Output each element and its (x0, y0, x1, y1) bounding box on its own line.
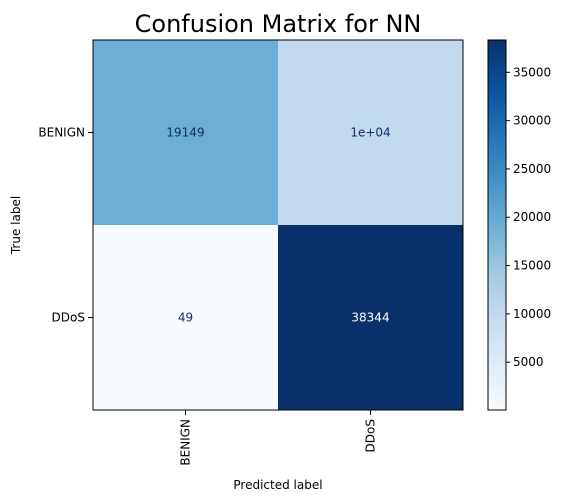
colorbar-tick-label: 10000 (513, 307, 551, 321)
matrix-cell (93, 40, 278, 225)
matrix-cell (278, 225, 463, 410)
colorbar-ticks: 5000 10000 15000 20000 25000 30000 35000 (506, 65, 551, 369)
chart-title: Confusion Matrix for NN (135, 10, 422, 38)
x-tick-label: BENIGN (179, 419, 193, 466)
x-axis-label: Predicted label (233, 478, 322, 492)
colorbar-tick-label: 25000 (513, 162, 551, 176)
matrix-cell (278, 40, 463, 225)
x-tick-label: DDoS (364, 419, 378, 452)
x-axis-ticks: BENIGN DDoS (179, 410, 378, 466)
cell-value-label: 38344 (351, 311, 389, 325)
colorbar-tick-label: 15000 (513, 259, 551, 273)
colorbar-tick-label: 5000 (513, 355, 544, 369)
plot-frame (92, 39, 464, 411)
y-tick-label: BENIGN (38, 126, 85, 140)
cell-value-label: 19149 (166, 126, 204, 140)
cell-labels: 19149 1e+04 49 38344 (166, 126, 390, 325)
y-axis-label: True label (9, 196, 23, 255)
colorbar-tick-label: 20000 (513, 210, 551, 224)
colorbar-tick-label: 35000 (513, 65, 551, 79)
cell-value-label: 1e+04 (350, 126, 390, 140)
y-axis-ticks: BENIGN DDoS (38, 126, 93, 325)
matrix-cell (93, 225, 278, 410)
cell-value-label: 49 (178, 311, 193, 325)
y-tick-label: DDoS (52, 311, 85, 325)
colorbar-tick-label: 30000 (513, 114, 551, 128)
colorbar (487, 39, 507, 411)
matrix-cells (93, 40, 463, 410)
